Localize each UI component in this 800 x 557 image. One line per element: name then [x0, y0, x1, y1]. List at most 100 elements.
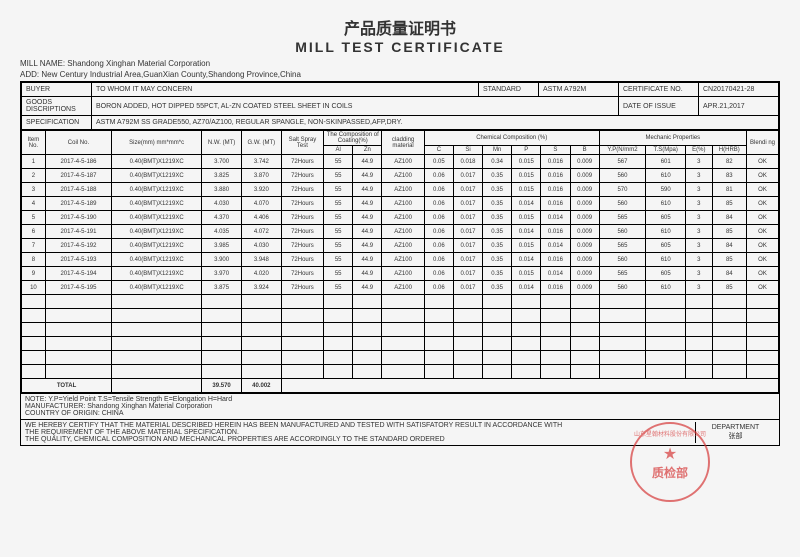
- cell-clad: AZ100: [382, 267, 424, 281]
- cell-empty: [599, 309, 646, 323]
- col-mn: Mn: [483, 146, 512, 155]
- cell-empty: [541, 365, 570, 379]
- cell-s: 0.014: [541, 239, 570, 253]
- cell-empty: [747, 309, 779, 323]
- cell-coil: 2017-4-5-189: [45, 197, 111, 211]
- cell-empty: [646, 309, 686, 323]
- cell-empty: [281, 309, 323, 323]
- cell-empty: [512, 337, 541, 351]
- cell-clad: AZ100: [382, 225, 424, 239]
- cell-yp: 560: [599, 169, 646, 183]
- cell-mn: 0.35: [483, 281, 512, 295]
- spec-label: SPECIFICATION: [22, 116, 92, 130]
- note-line3: COUNTRY OF ORIGIN: CHINA: [25, 410, 775, 417]
- col-yp: Y.P(N/mm2: [599, 146, 646, 155]
- cell-empty: [241, 337, 281, 351]
- col-al: Al: [324, 146, 353, 155]
- cell-n: 4: [22, 197, 46, 211]
- cell-bl: OK: [747, 253, 779, 267]
- cell-n: 7: [22, 239, 46, 253]
- cell-gw: 4.072: [241, 225, 281, 239]
- cell-si: 0.017: [453, 169, 482, 183]
- table-row-empty: [22, 295, 779, 309]
- cert-no-label: CERTIFICATE NO.: [619, 83, 699, 97]
- cell-empty: [281, 351, 323, 365]
- cell-si: 0.017: [453, 281, 482, 295]
- cell-empty: [202, 295, 242, 309]
- cell-c: 0.06: [424, 239, 453, 253]
- address-line: ADD: New Century Industrial Area,GuanXia…: [20, 70, 780, 79]
- cell-e: 3: [686, 225, 713, 239]
- cell-al: 55: [324, 267, 353, 281]
- cell-e: 3: [686, 197, 713, 211]
- cell-si: 0.017: [453, 253, 482, 267]
- cell-e: 3: [686, 183, 713, 197]
- cell-empty: [712, 295, 746, 309]
- certify-l2: THE REQUIREMENT OF THE ABOVE MATERIAL SP…: [25, 429, 695, 436]
- cell-al: 55: [324, 211, 353, 225]
- cell-empty: [324, 309, 353, 323]
- cell-empty: [424, 337, 453, 351]
- cell-ts: 601: [646, 155, 686, 169]
- cell-clad: AZ100: [382, 281, 424, 295]
- cell-gw: 3.920: [241, 183, 281, 197]
- cell-p: 0.014: [512, 197, 541, 211]
- cell-s: 0.016: [541, 281, 570, 295]
- cell-empty: [112, 351, 202, 365]
- cell-nw: 3.900: [202, 253, 242, 267]
- cell-n: 10: [22, 281, 46, 295]
- cell-coil: 2017-4-5-192: [45, 239, 111, 253]
- cell-zn: 44.9: [353, 197, 382, 211]
- cell-b: 0.009: [570, 211, 599, 225]
- cell-coil: 2017-4-5-187: [45, 169, 111, 183]
- cell-ts: 605: [646, 211, 686, 225]
- table-row: 102017-4-5-1950.40(BMT)X1219XC3.8753.924…: [22, 281, 779, 295]
- cell-empty: [599, 365, 646, 379]
- cell-empty: [570, 309, 599, 323]
- cell-empty: [241, 365, 281, 379]
- cell-empty: [712, 351, 746, 365]
- cell-bl: OK: [747, 197, 779, 211]
- cell-al: 55: [324, 239, 353, 253]
- cell-empty: [646, 351, 686, 365]
- cell-empty: [22, 351, 46, 365]
- cell-mn: 0.35: [483, 253, 512, 267]
- cell-mn: 0.35: [483, 225, 512, 239]
- cell-empty: [747, 295, 779, 309]
- cell-salt: 72Hours: [281, 169, 323, 183]
- certificate-frame: BUYER TO WHOM IT MAY CONCERN STANDARD AS…: [20, 81, 780, 446]
- certify-l3: THE QUALITY, CHEMICAL COMPOSITION AND ME…: [25, 436, 695, 443]
- cell-c: 0.06: [424, 225, 453, 239]
- cell-empty: [712, 309, 746, 323]
- cell-ts: 610: [646, 169, 686, 183]
- cell-empty: [22, 295, 46, 309]
- cell-h: 83: [712, 169, 746, 183]
- cell-si: 0.017: [453, 225, 482, 239]
- cell-empty: [599, 323, 646, 337]
- cell-c: 0.06: [424, 183, 453, 197]
- cell-empty: [483, 309, 512, 323]
- cell-clad: AZ100: [382, 197, 424, 211]
- cell-si: 0.017: [453, 267, 482, 281]
- cell-e: 3: [686, 211, 713, 225]
- col-gw: G.W. (MT): [241, 131, 281, 155]
- cell-p: 0.015: [512, 239, 541, 253]
- certify-dept: DEPARTMENT 张部: [695, 422, 775, 443]
- cell-empty: [747, 337, 779, 351]
- cell-e: 3: [686, 239, 713, 253]
- cell-c: 0.06: [424, 169, 453, 183]
- cell-p: 0.015: [512, 211, 541, 225]
- cell-si: 0.017: [453, 197, 482, 211]
- cell-size: 0.40(BMT)X1219XC: [112, 155, 202, 169]
- table-row-empty: [22, 323, 779, 337]
- cell-e: 3: [686, 267, 713, 281]
- cell-clad: AZ100: [382, 183, 424, 197]
- cell-gw: 3.948: [241, 253, 281, 267]
- goods-value: BORON ADDED, HOT DIPPED 55PCT, AL-ZN COA…: [92, 97, 619, 116]
- cell-zn: 44.9: [353, 155, 382, 169]
- cell-empty: [353, 295, 382, 309]
- goods-label: GOODS DISCRIPTIONS: [22, 97, 92, 116]
- cell-clad: AZ100: [382, 253, 424, 267]
- cell-coil: 2017-4-5-186: [45, 155, 111, 169]
- cell-bl: OK: [747, 155, 779, 169]
